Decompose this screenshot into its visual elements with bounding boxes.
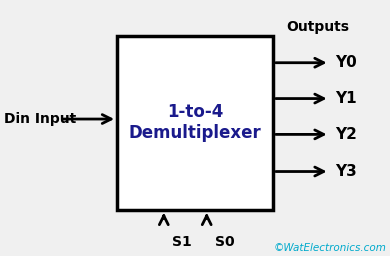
Text: Din Input: Din Input: [4, 112, 76, 126]
Text: 1-to-4
Demultiplexer: 1-to-4 Demultiplexer: [129, 103, 261, 142]
Text: Y2: Y2: [335, 127, 357, 142]
Text: Outputs: Outputs: [286, 20, 349, 34]
Text: Y0: Y0: [335, 55, 357, 70]
Text: ©WatElectronics.com: ©WatElectronics.com: [273, 243, 386, 253]
Text: Y3: Y3: [335, 164, 357, 179]
Text: S1: S1: [172, 235, 191, 249]
Bar: [117, 36, 273, 210]
Text: S0: S0: [215, 235, 234, 249]
Text: Y1: Y1: [335, 91, 357, 106]
